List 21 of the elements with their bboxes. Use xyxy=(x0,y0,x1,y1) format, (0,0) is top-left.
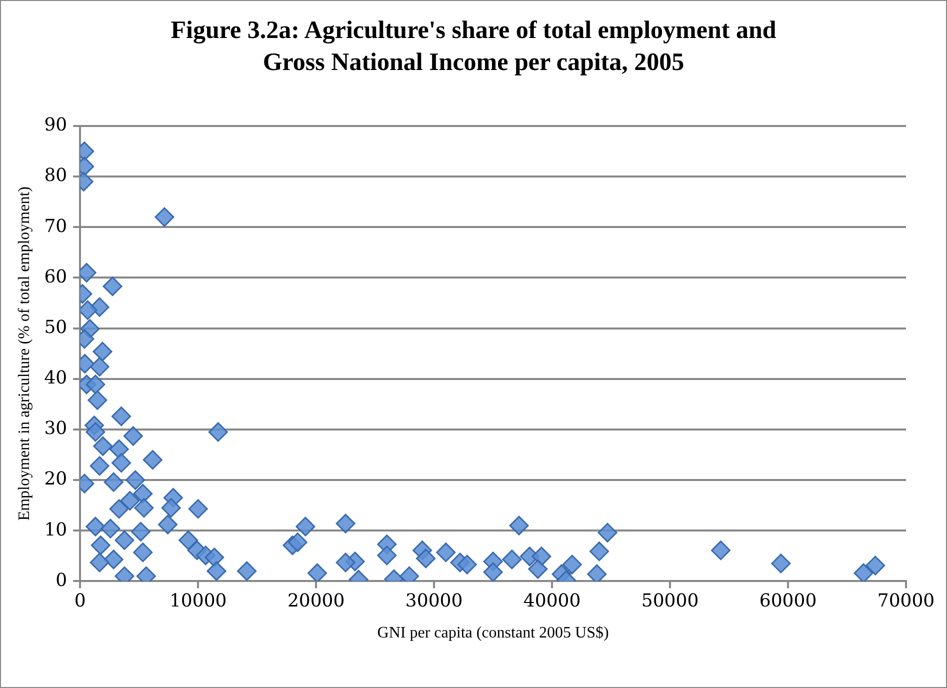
y-tick-label: 80 xyxy=(44,165,68,186)
x-tick-label: 0 xyxy=(74,590,86,612)
x-tick-label: 20000 xyxy=(287,590,345,612)
y-tick-label: 30 xyxy=(44,418,68,440)
y-tick-label: 90 xyxy=(44,114,68,136)
x-tick-label: 50000 xyxy=(641,590,699,612)
x-tick-label: 30000 xyxy=(405,590,463,612)
y-tick-label: 50 xyxy=(44,316,68,338)
y-tick-label: 70 xyxy=(44,216,68,237)
y-tick-label: 10 xyxy=(44,519,68,540)
x-axis-title: GNI per capita (constant 2005 US$) xyxy=(377,624,609,642)
x-tick-label: 60000 xyxy=(759,590,817,612)
chart-title: Figure 3.2a: Agriculture's share of total employment and Gross National Income per capita, 2005 xyxy=(170,16,778,78)
y-axis-title: Employment in agriculture (% of total employment) xyxy=(16,186,33,521)
y-tick-label: 20 xyxy=(44,468,68,490)
y-tick-label: 40 xyxy=(44,368,68,389)
x-tick-label: 70000 xyxy=(877,590,935,612)
x-tick-label: 40000 xyxy=(523,590,581,612)
y-tick-label: 0 xyxy=(56,570,68,591)
x-tick-label: 10000 xyxy=(169,590,227,612)
y-tick-label: 60 xyxy=(44,266,68,288)
